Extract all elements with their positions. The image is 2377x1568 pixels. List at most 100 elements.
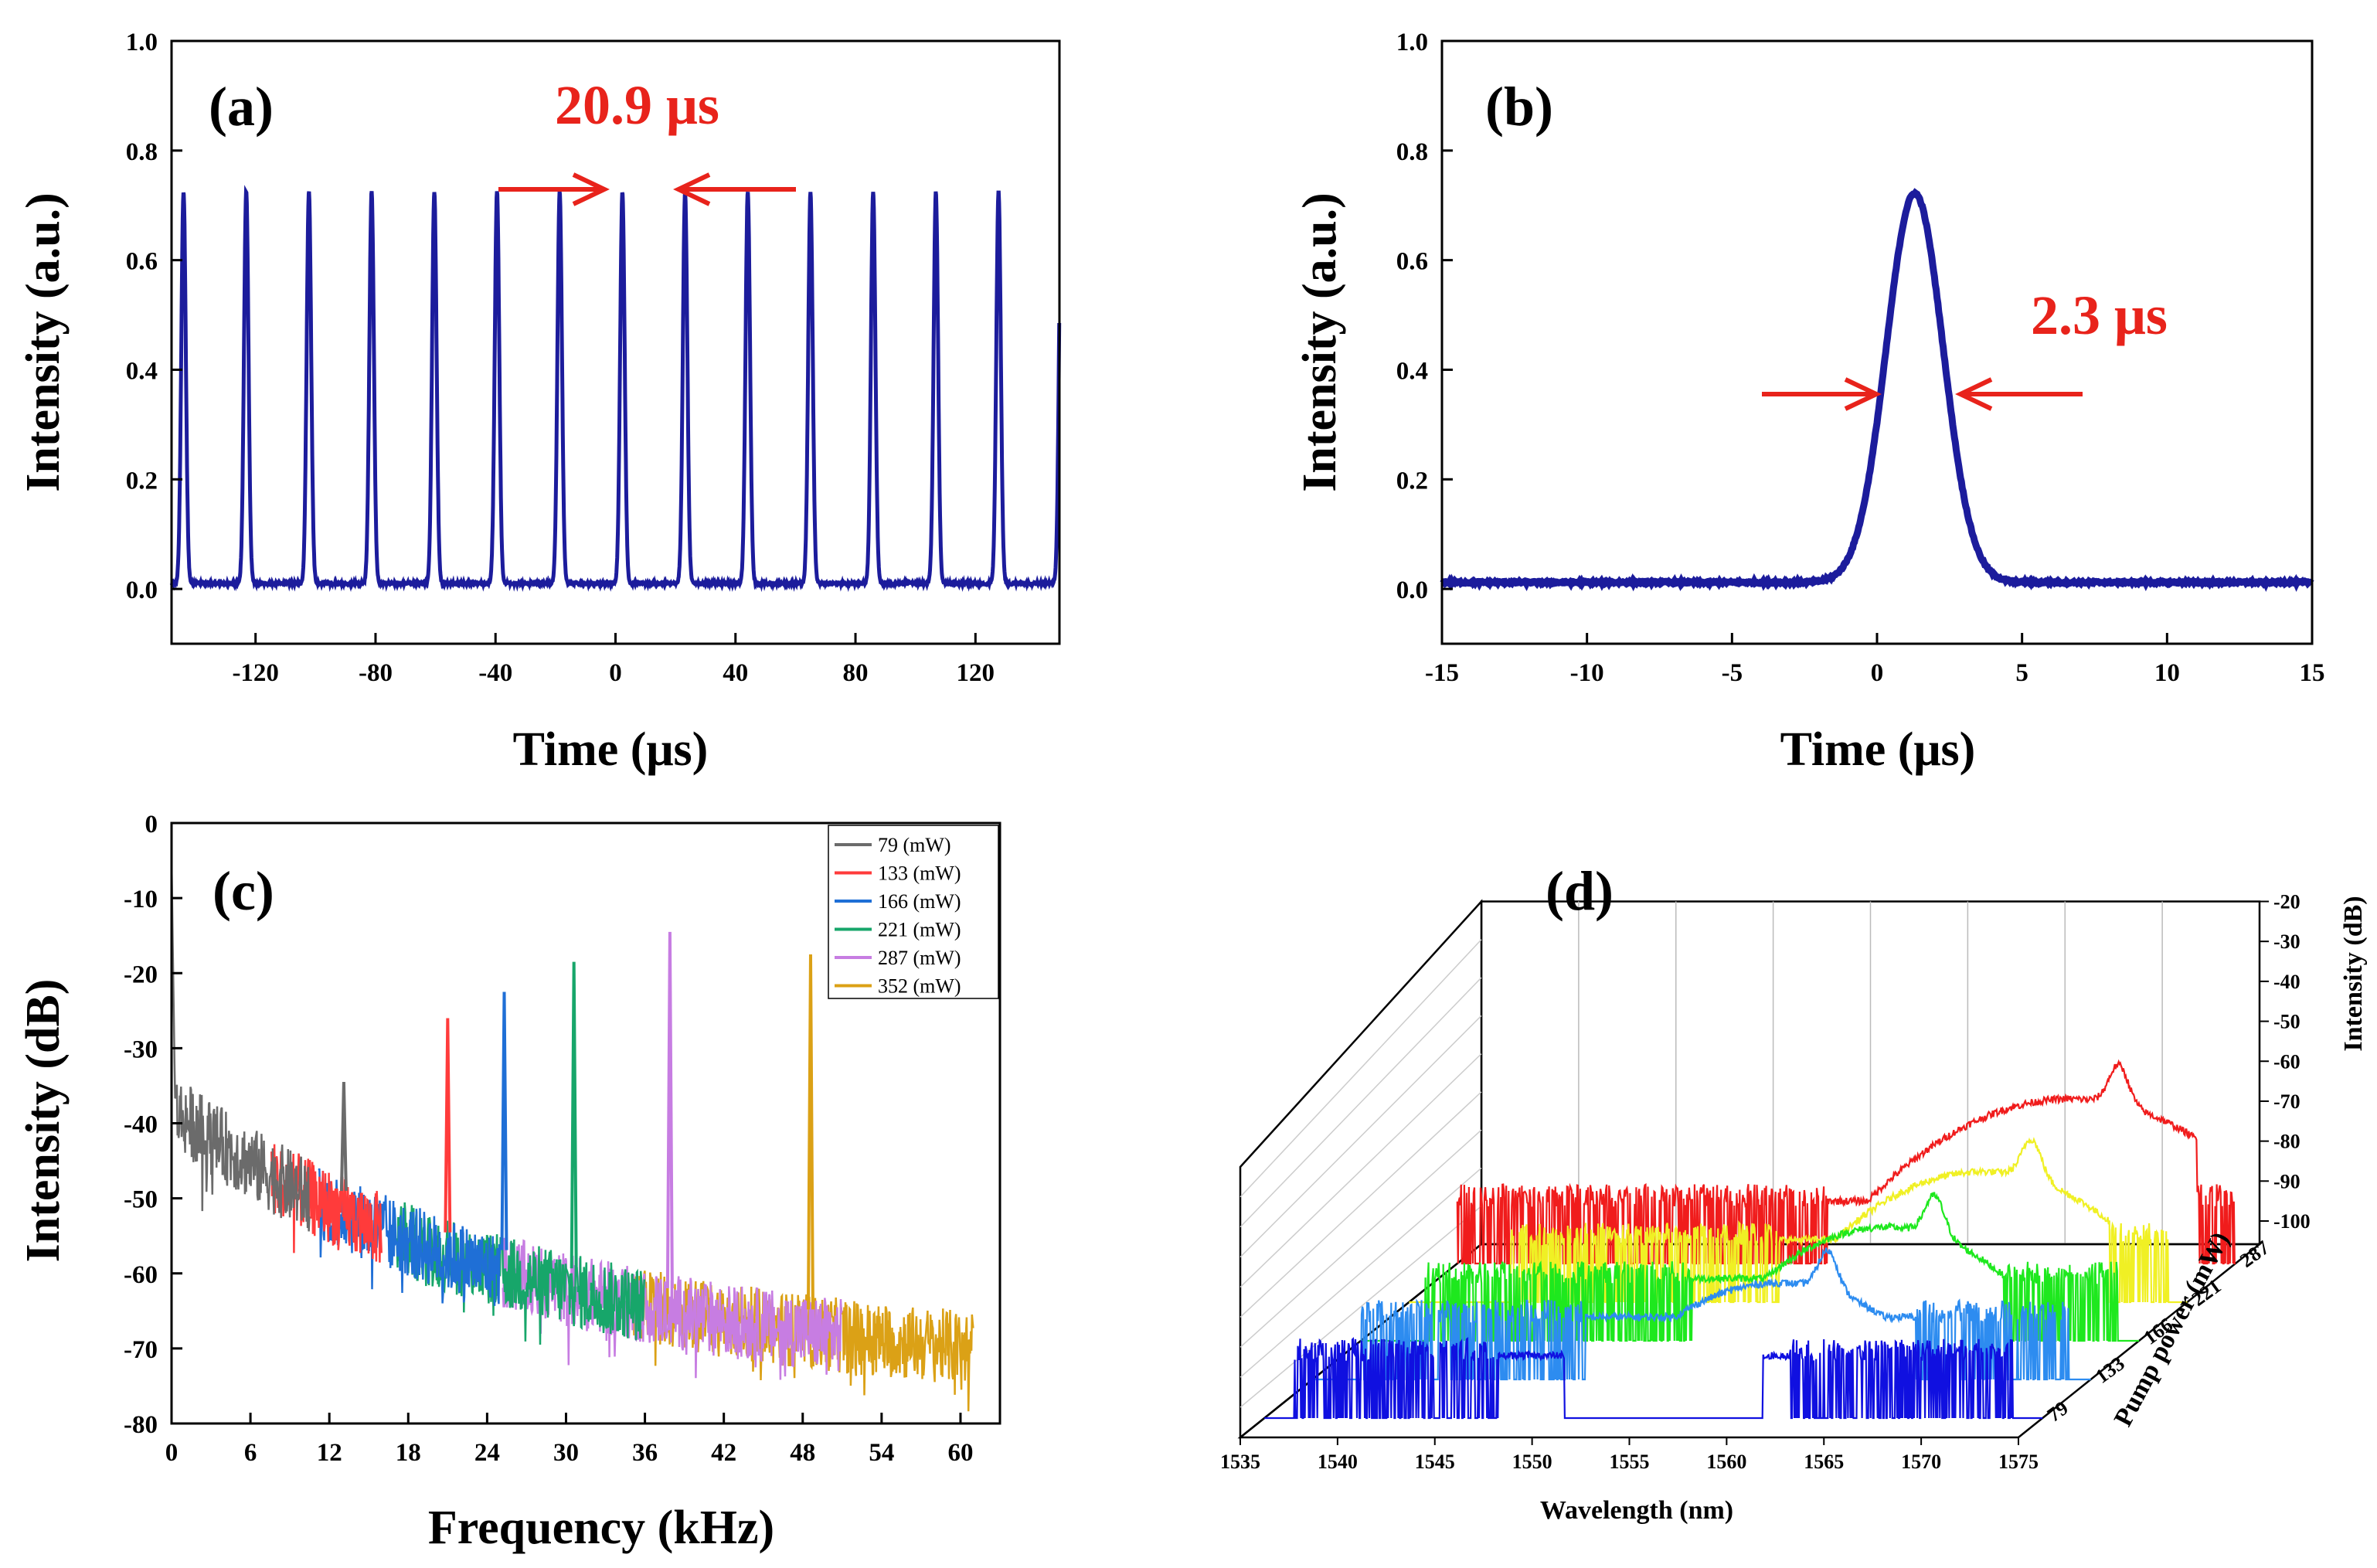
panel-c-ytick-label: -30 xyxy=(124,1036,158,1063)
panel-d-xtick-label: 1550 xyxy=(1512,1451,1552,1473)
panel-d-gridline xyxy=(1240,939,1482,1198)
panel-d-xtick-label: 1535 xyxy=(1220,1451,1260,1473)
panel-d-xtick-label: 1570 xyxy=(1901,1451,1941,1473)
panel-c-xtick-label: 0 xyxy=(165,1439,179,1467)
panel-c-ytick-label: -80 xyxy=(124,1411,158,1439)
panel-d-xtick-label: 1540 xyxy=(1318,1451,1358,1473)
panel-d-gridline xyxy=(1240,977,1482,1228)
panel-a-xtick-label: 80 xyxy=(843,659,869,687)
panel-c-noise-79 xyxy=(170,860,311,1232)
panel-b-xtick-label: -10 xyxy=(1570,659,1604,687)
panel-d-ztick-label: -20 xyxy=(2273,891,2300,913)
panel-a-pulse-train xyxy=(169,185,1062,593)
panel-c-xtick-label: 48 xyxy=(790,1439,815,1467)
panel-d-xtick-label: 1545 xyxy=(1415,1451,1455,1473)
panel-a-xlabel: Time (μs) xyxy=(513,723,709,776)
panel-c-peak-166 xyxy=(500,991,508,1250)
panel-b-arrows xyxy=(1762,377,2083,411)
panel-d: 1535 1540 1545 1550 1555 1560 1565 1570 1575 79 13… xyxy=(1220,860,2368,1525)
panel-c-xtick-label: 12 xyxy=(317,1439,342,1467)
panel-a-xtick-label: -120 xyxy=(232,659,279,687)
panel-c-ytick-label: -10 xyxy=(124,886,158,913)
panel-a-xtick-label: 40 xyxy=(723,659,748,687)
panel-d-xtick-label: 1560 xyxy=(1706,1451,1746,1473)
panel-d-ztick-label: -90 xyxy=(2273,1170,2300,1192)
panel-b-label: (b) xyxy=(1485,76,1553,138)
panel-a-xtick-label: 120 xyxy=(957,659,995,687)
panel-c-peak-79 xyxy=(339,1082,348,1192)
panel-b-annotation: 2.3 μs xyxy=(2031,284,2168,346)
panel-c-xtick-label: 18 xyxy=(396,1439,421,1467)
panel-b-frame xyxy=(1440,39,2314,645)
panel-c-ylabel: Intensity (dB) xyxy=(17,979,70,1263)
panel-c-xtick-label: 54 xyxy=(869,1439,894,1467)
panel-c-xtick-label: 6 xyxy=(244,1439,257,1467)
panel-a: -120 -80 -40 0 40 80 120 0.0 0.2 0.4 0.6 0.8 1.0 (a)… xyxy=(17,29,1062,776)
panel-c-xtick-label: 42 xyxy=(711,1439,736,1467)
panel-c-label: (c) xyxy=(213,860,274,922)
panel-c-ytick-label: -70 xyxy=(124,1336,158,1364)
panel-a-ytick-label: 0.8 xyxy=(126,138,158,166)
panel-b-ylabel: Intensity (a.u.) xyxy=(1294,192,1346,492)
panel-c-legend-label: 166 (mW) xyxy=(878,890,961,913)
panel-c-legend: 79 (mW) 133 (mW) 166 (mW) 221 (mW) 287 (mW) 3… xyxy=(828,825,999,999)
panel-d-spectrum-133 xyxy=(1312,1247,2091,1381)
panel-c-legend-label: 221 (mW) xyxy=(878,919,961,941)
panel-d-gridline xyxy=(1240,1206,1482,1408)
panel-a-arrows xyxy=(498,172,796,206)
panel-d-gridline xyxy=(1240,1053,1482,1288)
panel-d-xlabel: Wavelength (nm) xyxy=(1540,1496,1733,1525)
panel-d-zlabel: Intensity (dB) xyxy=(2339,896,2368,1051)
panel-b-ytick-label: 0.8 xyxy=(1396,138,1428,166)
panel-c-ytick-label: -20 xyxy=(124,961,158,988)
panel-d-gridline xyxy=(1240,1091,1482,1318)
panel-d-gridline xyxy=(1240,1167,1482,1378)
panel-c-peak-352 xyxy=(806,954,814,1310)
panel-b-single-pulse xyxy=(1440,188,2314,592)
panel-c: 0 6 12 18 24 30 36 42 48 54 60 -80 -70 -60 -50 -40 -30 -2… xyxy=(17,811,1001,1554)
panel-c-legend-label: 287 (mW) xyxy=(878,947,961,969)
panel-d-xtick-label: 1555 xyxy=(1610,1451,1650,1473)
panel-d-ztick-label: -50 xyxy=(2273,1011,2300,1033)
panel-c-peak-221 xyxy=(570,961,578,1269)
panel-d-ztick-label: -40 xyxy=(2273,971,2300,993)
panel-c-ytick-label: -40 xyxy=(124,1111,158,1139)
panel-c-legend-label: 352 (mW) xyxy=(878,975,961,998)
panel-b-ytick-label: 0.0 xyxy=(1396,577,1428,604)
panel-c-xlabel: Frequency (kHz) xyxy=(428,1502,774,1554)
panel-c-ytick-label: -50 xyxy=(124,1186,158,1214)
panel-a-label: (a) xyxy=(209,76,274,138)
panel-c-legend-label: 79 (mW) xyxy=(878,834,951,856)
panel-b-ytick-label: 0.4 xyxy=(1396,357,1428,385)
panel-d-xtick-label: 1575 xyxy=(1998,1451,2039,1473)
panel-b-xtick-label: -15 xyxy=(1425,659,1459,687)
panel-c-ytick-label: -60 xyxy=(124,1261,158,1289)
panel-b-xtick-label: 10 xyxy=(2154,659,2180,687)
panel-d-pump-tick-label: 79 xyxy=(2043,1396,2073,1427)
panel-d-gridline xyxy=(1240,1015,1482,1258)
panel-d-floor xyxy=(1237,1243,2263,1439)
panel-d-spectrum-79 xyxy=(1264,1337,2043,1420)
panel-d-ztick-label: -80 xyxy=(2273,1131,2300,1153)
panel-c-peak-287 xyxy=(665,931,674,1289)
panel-a-xtick-label: -40 xyxy=(478,659,512,687)
panel-d-ztick-label: -70 xyxy=(2273,1090,2300,1113)
panel-a-ytick-label: 0.4 xyxy=(126,357,158,385)
panel-b: -15 -10 -5 0 5 10 15 0.0 0.2 0.4 0.6 0.8 1.0 (b) 2.3… xyxy=(1294,29,2325,776)
panel-b-xtick-label: 15 xyxy=(2300,659,2325,687)
panel-c-xtick-label: 36 xyxy=(632,1439,658,1467)
panel-d-spectrum-221 xyxy=(1409,1137,2188,1304)
panel-a-ytick-label: 0.0 xyxy=(126,577,158,604)
panel-d-pump-tick-label: 133 xyxy=(2091,1352,2129,1387)
panel-b-xtick-label: -5 xyxy=(1722,659,1743,687)
panel-b-ytick-label: 1.0 xyxy=(1396,29,1428,56)
panel-a-ytick-label: 0.2 xyxy=(126,467,158,495)
panel-c-legend-label: 133 (mW) xyxy=(878,862,961,885)
panel-c-xtick-label: 60 xyxy=(947,1439,973,1467)
panel-c-ytick-label: 0 xyxy=(145,811,158,838)
panel-c-peak-133 xyxy=(444,1018,452,1233)
panel-a-ytick-label: 0.6 xyxy=(126,248,158,276)
panel-b-xtick-label: 0 xyxy=(1871,659,1884,687)
panel-b-ytick-label: 0.6 xyxy=(1396,248,1428,276)
